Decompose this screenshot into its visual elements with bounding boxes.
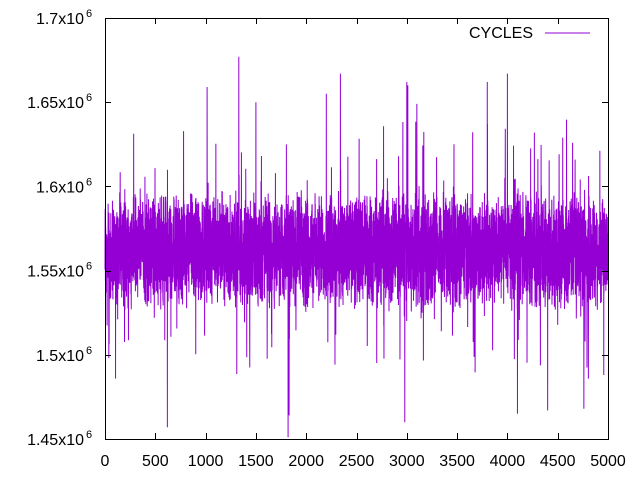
x-tick-label: 4500: [540, 453, 576, 470]
y-tick-exponent: 6: [86, 345, 92, 357]
y-tick-label: 1.5x10: [36, 348, 84, 365]
x-tick-label: 500: [142, 453, 169, 470]
y-tick-label: 1.55x10: [27, 264, 84, 281]
y-tick-label: 1.45x10: [27, 432, 84, 449]
x-tick-label: 2500: [339, 453, 375, 470]
series-cycles-line: [104, 56, 609, 438]
y-tick-exponent: 6: [86, 8, 92, 20]
x-tick-label: 5000: [590, 453, 626, 470]
x-tick-label: 4000: [490, 453, 526, 470]
y-tick-exponent: 6: [86, 176, 92, 188]
x-tick-label: 3000: [389, 453, 425, 470]
y-tick-label: 1.65x10: [27, 95, 84, 112]
y-tick-label: 1.7x10: [36, 11, 84, 28]
y-tick-exponent: 6: [86, 261, 92, 273]
legend-label: CYCLES: [469, 25, 533, 42]
x-tick-label: 3500: [439, 453, 475, 470]
x-tick-label: 0: [101, 453, 110, 470]
x-tick-label: 1500: [238, 453, 274, 470]
y-tick-exponent: 6: [86, 429, 92, 441]
legend: CYCLES: [469, 25, 590, 42]
series-line: [104, 56, 609, 438]
y-tick-label: 1.6x10: [36, 179, 84, 196]
y-axis: 1.45x10 61.5x10 61.55x10 61.6x10 61.65x10 61.…: [27, 8, 608, 449]
y-tick-exponent: 6: [86, 92, 92, 104]
x-tick-label: 2000: [288, 453, 324, 470]
x-tick-label: 1000: [188, 453, 224, 470]
x-axis: 0 500 1000 1500 2000 2500 3000 3500 4000 4500 5000: [101, 18, 626, 470]
